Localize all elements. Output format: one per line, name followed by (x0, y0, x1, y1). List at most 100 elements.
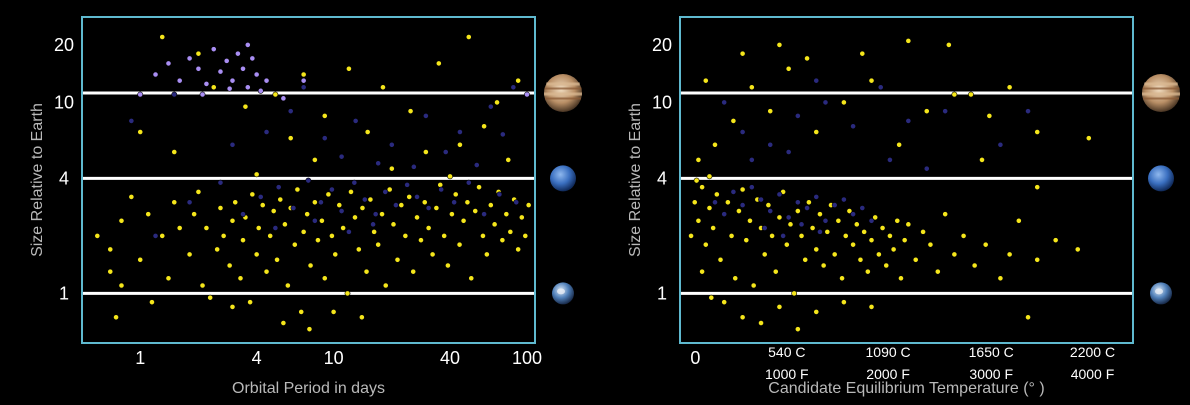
data-point (510, 84, 517, 91)
data-point (275, 184, 282, 191)
data-point (414, 214, 420, 221)
data-point (767, 108, 774, 115)
data-point (195, 50, 202, 57)
data-point (465, 179, 472, 186)
data-point (804, 55, 810, 62)
data-point (859, 50, 866, 57)
data-point (979, 157, 985, 163)
data-point (688, 233, 694, 239)
data-point (765, 202, 772, 208)
data-point (951, 91, 958, 98)
data-point (780, 233, 787, 239)
data-point (382, 282, 389, 289)
x-tick-label: 2200 C (1070, 344, 1115, 360)
data-point (321, 135, 328, 142)
data-point (244, 42, 251, 48)
data-point (210, 46, 217, 53)
data-point (730, 188, 737, 195)
data-point (776, 303, 783, 310)
data-point (480, 233, 486, 239)
data-point (287, 135, 294, 142)
neptune-icon (1148, 165, 1174, 192)
data-point (306, 326, 313, 333)
data-point (257, 87, 264, 94)
data-point (695, 157, 702, 163)
jupiter-icon (1142, 74, 1180, 113)
data-point (491, 221, 498, 228)
data-point (186, 251, 193, 258)
data-point (1025, 314, 1031, 321)
data-point (244, 84, 251, 91)
series-0 (94, 34, 532, 333)
data-point (736, 208, 742, 214)
data-point (503, 211, 510, 218)
data-point (465, 34, 472, 40)
data-point (776, 42, 783, 48)
data-point (311, 199, 318, 206)
data-point (896, 141, 903, 148)
data-point (332, 251, 339, 258)
data-point (859, 205, 866, 211)
data-point (240, 65, 246, 72)
data-point (195, 65, 202, 72)
data-point (352, 118, 359, 124)
data-point (1015, 217, 1022, 224)
data-point (307, 262, 314, 269)
data-point (422, 149, 429, 155)
series-1 (712, 77, 1031, 239)
data-point (761, 251, 768, 258)
data-point (813, 77, 820, 84)
data-point (809, 225, 816, 231)
data-point (804, 205, 810, 211)
y-axis-label: Size Relative to Earth (627, 103, 644, 257)
data-point (982, 241, 989, 248)
data-point (447, 173, 453, 180)
data-point (186, 55, 193, 62)
data-point (693, 177, 700, 184)
data-point (934, 268, 941, 275)
data-point (483, 251, 490, 258)
data-point (457, 141, 463, 148)
data-point (284, 282, 291, 289)
data-point (743, 237, 750, 244)
data-point (203, 225, 210, 231)
data-point (739, 202, 746, 208)
data-point (329, 186, 335, 193)
data-point (435, 60, 442, 67)
data-point (280, 320, 287, 326)
data-point (1052, 237, 1059, 244)
data-point (229, 141, 236, 148)
data-point (382, 188, 389, 195)
data-point (171, 199, 178, 206)
data-point (145, 211, 152, 218)
data-point (220, 233, 227, 239)
data-point (901, 237, 908, 244)
data-point (942, 108, 949, 115)
data-point (820, 262, 827, 269)
data-point (94, 233, 101, 239)
data-point (456, 241, 463, 248)
data-point (791, 290, 798, 297)
data-point (868, 77, 875, 84)
data-point (410, 163, 417, 170)
data-point (371, 228, 378, 235)
data-point (300, 71, 307, 78)
data-point (1034, 184, 1041, 191)
data-point (152, 233, 159, 239)
data-point (410, 268, 417, 275)
data-point (159, 34, 166, 40)
data-point (883, 262, 890, 269)
data-point (118, 217, 125, 224)
data-point (960, 233, 967, 239)
data-point (422, 112, 429, 119)
data-point (877, 84, 884, 91)
series-2 (137, 42, 530, 102)
earth-icon (1150, 282, 1172, 305)
data-point (1034, 256, 1041, 263)
data-point (505, 157, 512, 163)
data-point (398, 202, 405, 208)
data-point (794, 199, 801, 206)
data-point (149, 299, 155, 306)
data-point (767, 208, 774, 214)
data-point (894, 217, 901, 224)
